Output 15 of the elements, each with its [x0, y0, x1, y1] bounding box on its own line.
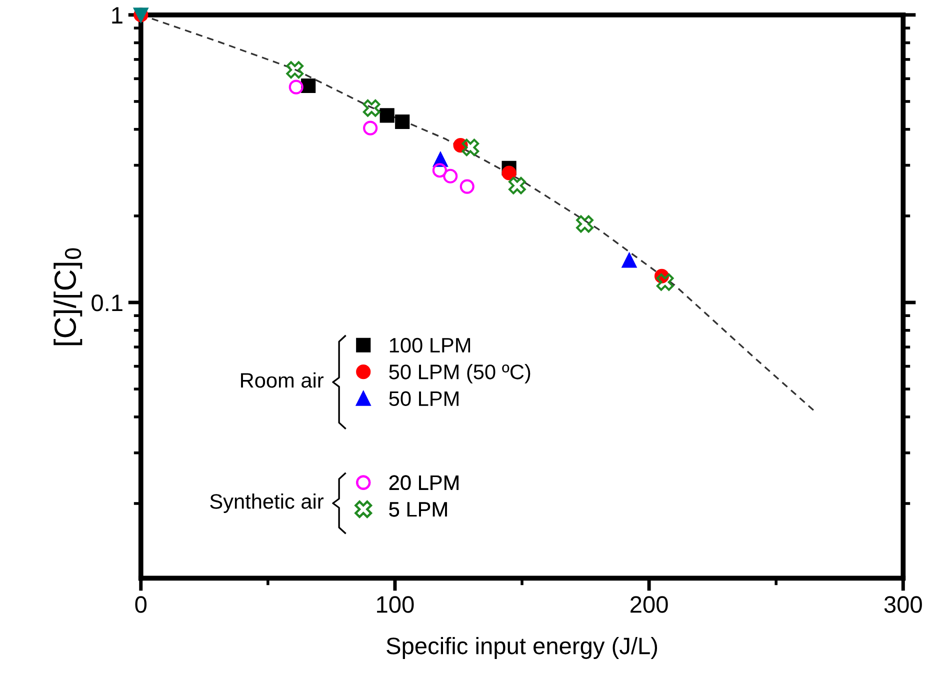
annotation: Synthetic air — [210, 494, 324, 513]
legend-label: 50 LPM — [389, 391, 458, 406]
legend-label: 100 LPM — [390, 338, 470, 353]
y-axis-title: [C]/[C]$_{0}$ — [54, 248, 82, 346]
annotation: Room air — [241, 372, 324, 388]
x-tick-label: 0 — [135, 596, 147, 613]
x-axis-title: Specific input energy (J/L) — [386, 636, 658, 659]
y-tick-label: 1 — [112, 7, 122, 24]
x-tick-label: 100 — [377, 596, 414, 613]
legend-label: 50 LPM (50 ºC) — [389, 364, 530, 384]
y-tick-label: 0.1 — [92, 294, 122, 312]
x-tick-label: 200 — [630, 596, 668, 613]
legend-label: 5 LPM — [389, 502, 447, 517]
x-tick-label: 300 — [884, 596, 922, 613]
legend-label: 20 LPM — [389, 475, 458, 490]
